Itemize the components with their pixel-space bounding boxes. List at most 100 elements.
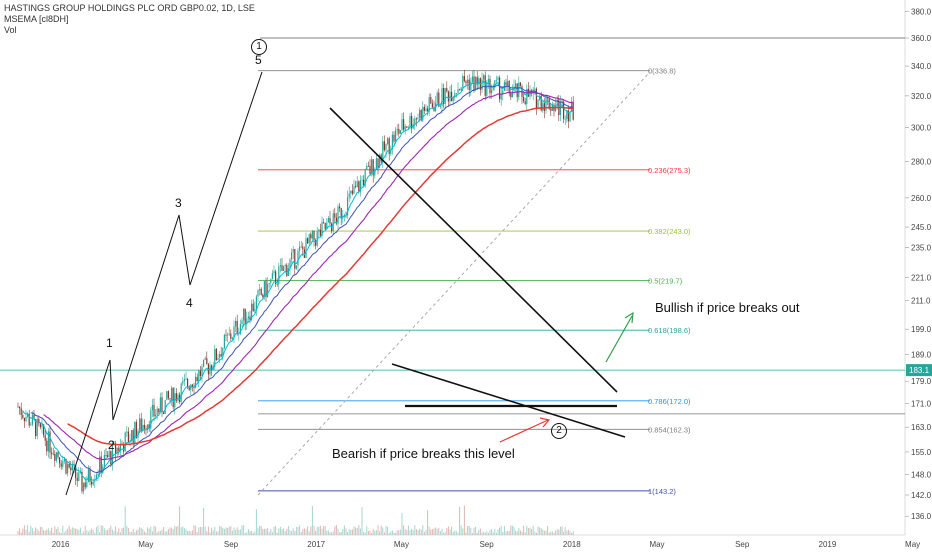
y-tick-label: 280.0 — [911, 157, 932, 166]
volume-bar — [97, 525, 99, 535]
candle-body — [343, 214, 345, 216]
candle-body — [259, 288, 261, 291]
candle-body — [151, 404, 153, 411]
volume-bar — [259, 525, 261, 535]
volume-bar — [236, 527, 238, 535]
volume-bar — [180, 527, 182, 535]
volume-bar — [279, 526, 281, 535]
x-tick-label: 2018 — [563, 540, 581, 549]
volume-bar — [292, 528, 294, 535]
chart-legend: HASTINGS GROUP HOLDINGS PLC ORD GBP0.02,… — [4, 3, 255, 36]
volume-bar — [177, 525, 179, 535]
volume-bar — [169, 527, 171, 535]
candle-body — [159, 397, 161, 412]
candle-body — [359, 180, 361, 192]
volume-bar — [75, 528, 77, 535]
volume-bar — [68, 525, 70, 535]
candle-body — [399, 130, 401, 134]
volume-bar — [569, 531, 571, 535]
volume-bar — [507, 530, 509, 535]
candle-body — [111, 444, 113, 465]
candle-body — [185, 378, 187, 380]
candle-body — [292, 249, 294, 253]
volume-bar — [515, 530, 517, 535]
volume-bar — [36, 529, 38, 535]
candle-body — [273, 271, 275, 274]
candle-body — [52, 453, 54, 455]
candle-body — [228, 333, 230, 335]
candle-body — [524, 101, 526, 105]
volume-bar — [399, 529, 401, 535]
volume-bar — [457, 532, 459, 535]
volume-bar — [27, 525, 29, 535]
y-tick-label: 380.0 — [911, 7, 932, 16]
candle-body — [388, 138, 390, 154]
volume-bar — [25, 529, 27, 535]
volume-bar — [52, 532, 54, 535]
volume-bar — [119, 532, 121, 535]
volume-bar — [167, 529, 169, 535]
volume-bar — [385, 526, 387, 535]
candle-body — [337, 206, 339, 224]
volume-bar — [526, 525, 528, 535]
volume-bar — [158, 531, 160, 535]
candle-body — [62, 461, 64, 467]
volume-bar — [191, 530, 193, 535]
volume-bar — [108, 528, 110, 535]
candle-body — [284, 264, 286, 267]
volume-bar — [212, 530, 214, 535]
volume-bar — [403, 525, 405, 535]
bearish-annotation: Bearish if price breaks this level — [332, 446, 515, 461]
candle-body — [271, 273, 273, 280]
candle-body — [243, 308, 245, 321]
volume-bar — [425, 529, 427, 535]
volume-bar — [73, 527, 75, 535]
candle-body — [198, 370, 200, 382]
candle-body — [454, 93, 456, 98]
candle-body — [131, 430, 133, 441]
volume-bar — [348, 529, 350, 535]
bearish-arrow-head — [539, 417, 551, 428]
candle-body — [364, 169, 366, 186]
candle-body — [59, 457, 61, 464]
volume-bar — [374, 530, 376, 535]
candle-body — [339, 206, 341, 209]
volume-bar — [70, 529, 72, 535]
volume-bar — [422, 525, 424, 535]
candle-body — [278, 266, 280, 285]
candle-body — [427, 108, 429, 112]
volume-bar — [532, 525, 534, 535]
candle-body — [494, 80, 496, 88]
candle-body — [366, 165, 368, 170]
volume-bar — [454, 530, 456, 535]
candle-body — [91, 481, 93, 485]
volume-bar — [275, 525, 277, 535]
candle-body — [447, 91, 449, 102]
candle-body — [60, 463, 62, 467]
volume-bar — [303, 528, 305, 535]
volume-bar — [214, 526, 216, 535]
volume-bar — [561, 526, 563, 535]
candle-body — [500, 93, 502, 100]
volume-bar — [391, 530, 393, 535]
volume-bar — [38, 530, 40, 535]
volume-bar — [383, 532, 385, 535]
volume-bar — [452, 531, 454, 535]
ema-fast-line — [22, 80, 574, 481]
volume-bar — [57, 526, 59, 535]
candle-body — [286, 264, 288, 276]
candle-body — [65, 458, 67, 474]
candle-body — [420, 110, 422, 121]
volume-bar — [247, 529, 249, 535]
volume-bar — [468, 526, 470, 535]
candle-body — [147, 424, 149, 430]
candle-body — [548, 98, 550, 110]
volume-bar — [206, 531, 208, 535]
volume-bar — [503, 525, 505, 535]
volume-bar — [131, 532, 133, 535]
candle-body — [257, 290, 259, 297]
candle-body — [299, 246, 301, 251]
candle-body — [132, 430, 134, 444]
candle-body — [316, 231, 318, 246]
